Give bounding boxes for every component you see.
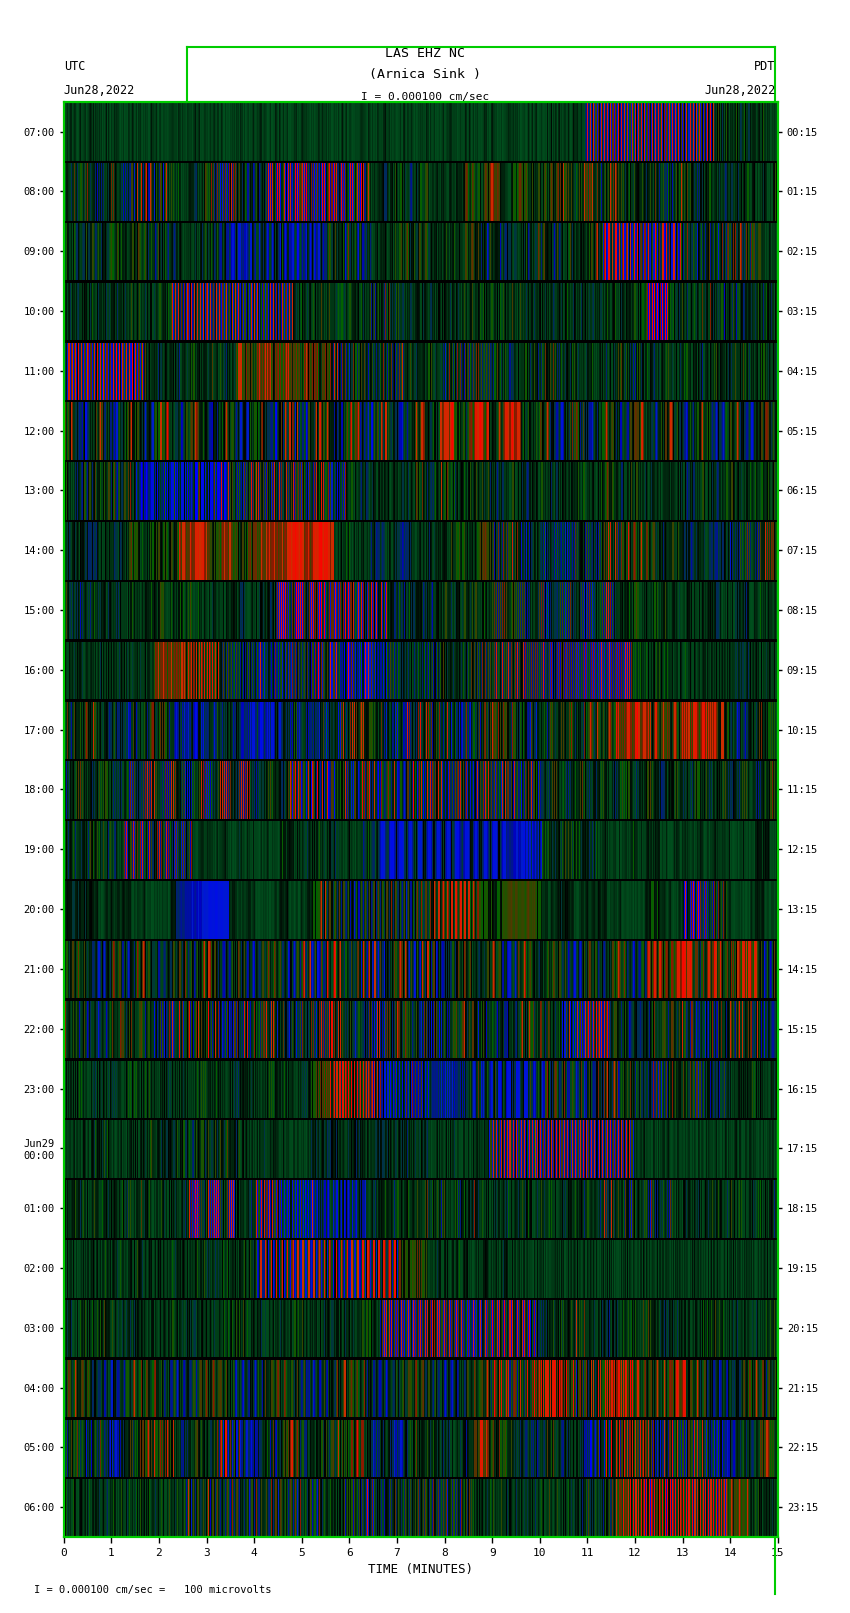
Text: PDT: PDT — [754, 60, 775, 73]
Text: Jun28,2022: Jun28,2022 — [64, 84, 135, 97]
Text: I = 0.000100 cm/sec: I = 0.000100 cm/sec — [361, 92, 489, 102]
X-axis label: TIME (MINUTES): TIME (MINUTES) — [368, 1563, 473, 1576]
Text: I = 0.000100 cm/sec =   100 microvolts: I = 0.000100 cm/sec = 100 microvolts — [34, 1586, 271, 1595]
Text: LAS EHZ NC: LAS EHZ NC — [385, 47, 465, 60]
Text: (Arnica Sink ): (Arnica Sink ) — [369, 68, 481, 81]
Text: Jun28,2022: Jun28,2022 — [704, 84, 775, 97]
Text: UTC: UTC — [64, 60, 85, 73]
